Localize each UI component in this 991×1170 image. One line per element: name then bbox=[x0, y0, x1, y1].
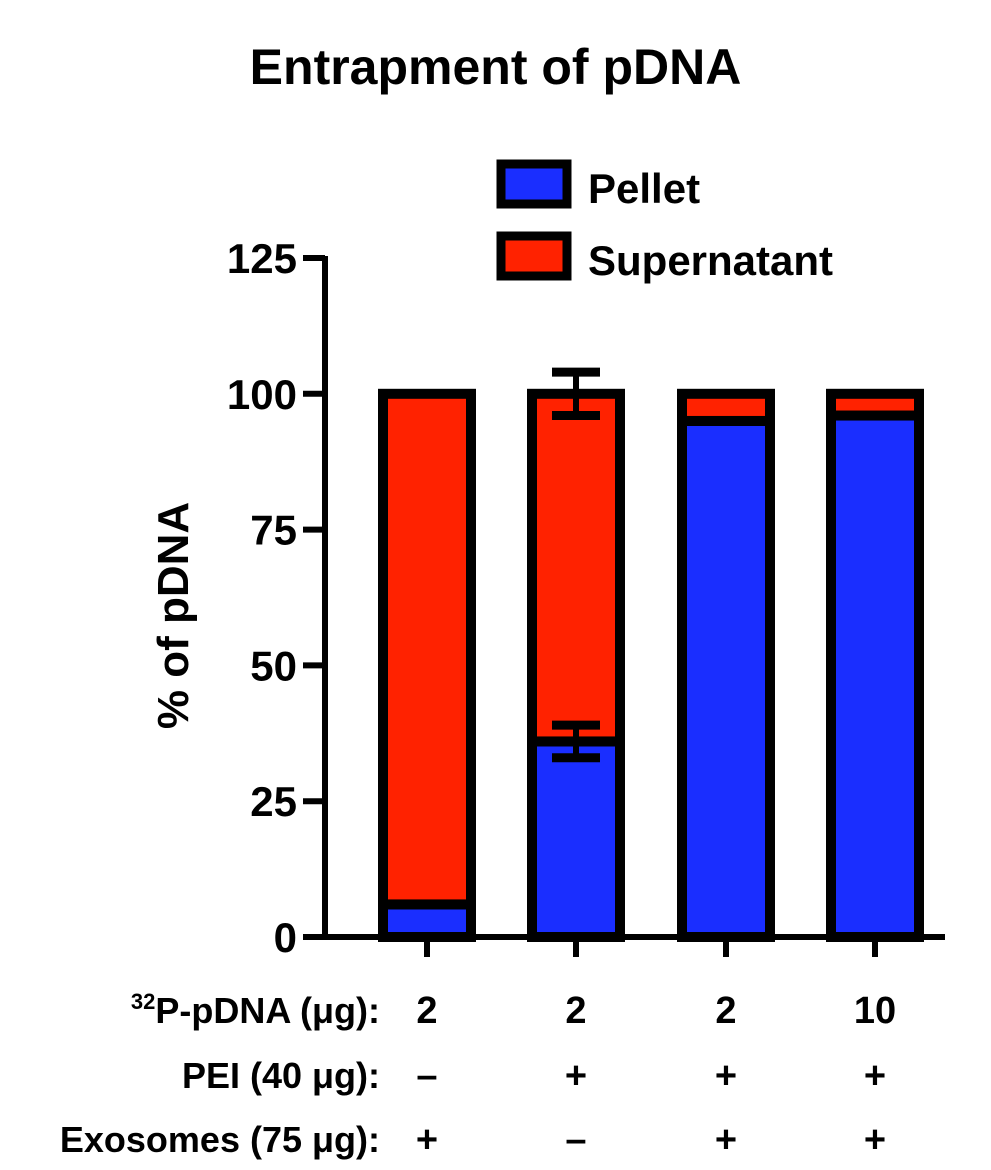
bar-pellet bbox=[677, 415, 775, 942]
bar-supernatant bbox=[677, 388, 775, 426]
bar-pellet bbox=[826, 410, 924, 942]
condition-row-label: Exosomes (75 μg): bbox=[60, 1119, 380, 1160]
y-tick-label: 0 bbox=[274, 914, 297, 961]
condition-cell: 2 bbox=[715, 990, 736, 1032]
y-tick-label: 25 bbox=[250, 778, 297, 825]
legend-label: Supernatant bbox=[588, 237, 833, 284]
y-tick-label: 50 bbox=[250, 642, 297, 689]
condition-cell: 10 bbox=[854, 990, 896, 1032]
condition-cell: 2 bbox=[416, 990, 437, 1032]
y-tick-label: 125 bbox=[227, 235, 297, 282]
condition-cell: – bbox=[416, 1055, 437, 1097]
condition-cell: 2 bbox=[565, 990, 586, 1032]
y-tick-label: 100 bbox=[227, 371, 297, 418]
bar-pellet bbox=[527, 736, 625, 942]
bar-supernatant bbox=[378, 388, 476, 910]
condition-cell: + bbox=[416, 1119, 438, 1161]
legend-swatch bbox=[496, 231, 572, 281]
y-tick-label: 75 bbox=[250, 507, 297, 554]
condition-cell: + bbox=[565, 1055, 587, 1097]
bar-supernatant bbox=[527, 388, 625, 747]
legend-label: Pellet bbox=[588, 165, 700, 212]
y-axis-label: % of pDNA bbox=[149, 502, 198, 729]
condition-row-label: 32P-pDNA (μg): bbox=[131, 989, 380, 1031]
condition-cell: – bbox=[565, 1119, 586, 1161]
bar-supernatant bbox=[826, 388, 924, 421]
condition-cell: + bbox=[715, 1119, 737, 1161]
condition-row-label: PEI (40 μg): bbox=[182, 1055, 380, 1096]
condition-cell: + bbox=[864, 1119, 886, 1161]
chart-title: Entrapment of pDNA bbox=[249, 39, 742, 95]
legend-swatch bbox=[496, 159, 572, 209]
condition-cell: + bbox=[864, 1055, 886, 1097]
condition-cell: + bbox=[715, 1055, 737, 1097]
